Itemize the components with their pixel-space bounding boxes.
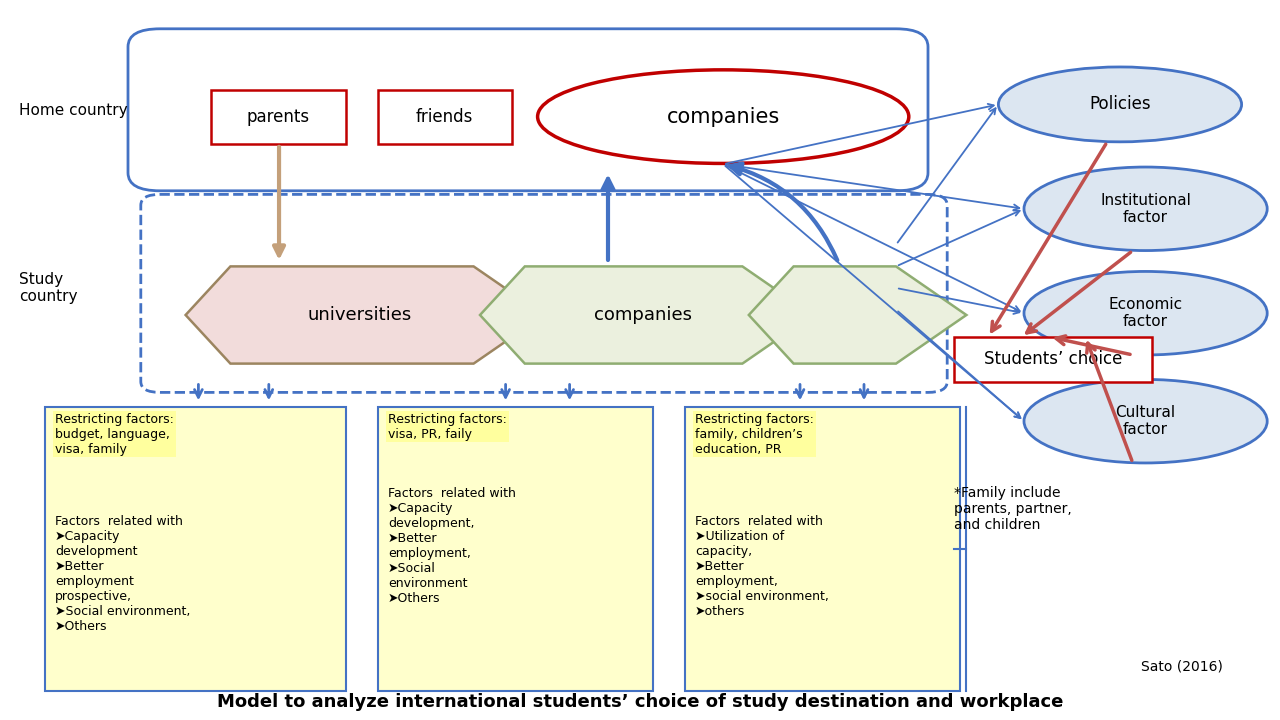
Text: Factors  related with
➤Capacity
development
➤Better
employment
prospective,
➤Soc: Factors related with ➤Capacity developme… <box>55 515 191 633</box>
Ellipse shape <box>538 70 909 163</box>
Ellipse shape <box>998 67 1242 142</box>
Ellipse shape <box>1024 167 1267 251</box>
Text: Restricting factors:
family, children’s
education, PR: Restricting factors: family, children’s … <box>695 413 814 456</box>
Text: companies: companies <box>594 306 692 324</box>
Bar <box>685 407 960 691</box>
FancyBboxPatch shape <box>141 194 947 392</box>
Text: Sato (2016): Sato (2016) <box>1140 660 1222 673</box>
Bar <box>45 407 346 691</box>
Text: parents: parents <box>247 108 310 126</box>
Polygon shape <box>749 266 966 364</box>
Text: Students’ choice: Students’ choice <box>983 350 1123 368</box>
Text: Home country: Home country <box>19 103 128 117</box>
Text: Restricting factors:
visa, PR, faily: Restricting factors: visa, PR, faily <box>388 413 507 441</box>
Text: Economic
factor: Economic factor <box>1108 297 1183 330</box>
Bar <box>211 90 346 144</box>
Text: companies: companies <box>667 107 780 127</box>
Text: Policies: Policies <box>1089 95 1151 113</box>
Text: Factors  related with
➤Capacity
development,
➤Better
employment,
➤Social
environ: Factors related with ➤Capacity developme… <box>388 487 516 606</box>
Text: Study
country: Study country <box>19 271 78 304</box>
Polygon shape <box>186 266 544 364</box>
Text: universities: universities <box>308 306 412 324</box>
Text: Model to analyze international students’ choice of study destination and workpla: Model to analyze international students’… <box>216 693 1064 711</box>
Bar <box>954 337 1152 382</box>
Polygon shape <box>480 266 813 364</box>
Text: friends: friends <box>416 108 474 126</box>
Ellipse shape <box>1024 271 1267 355</box>
Bar <box>378 90 512 144</box>
Text: *Family include
parents, partner,
and children: *Family include parents, partner, and ch… <box>954 486 1071 532</box>
Ellipse shape <box>1024 379 1267 463</box>
Text: Factors  related with
➤Utilization of
capacity,
➤Better
employment,
➤social envi: Factors related with ➤Utilization of cap… <box>695 515 829 618</box>
Text: Restricting factors:
budget, language,
visa, family: Restricting factors: budget, language, v… <box>55 413 174 456</box>
Text: Institutional
factor: Institutional factor <box>1101 192 1190 225</box>
Bar <box>378 407 653 691</box>
FancyBboxPatch shape <box>128 29 928 191</box>
Text: Cultural
factor: Cultural factor <box>1116 405 1175 437</box>
